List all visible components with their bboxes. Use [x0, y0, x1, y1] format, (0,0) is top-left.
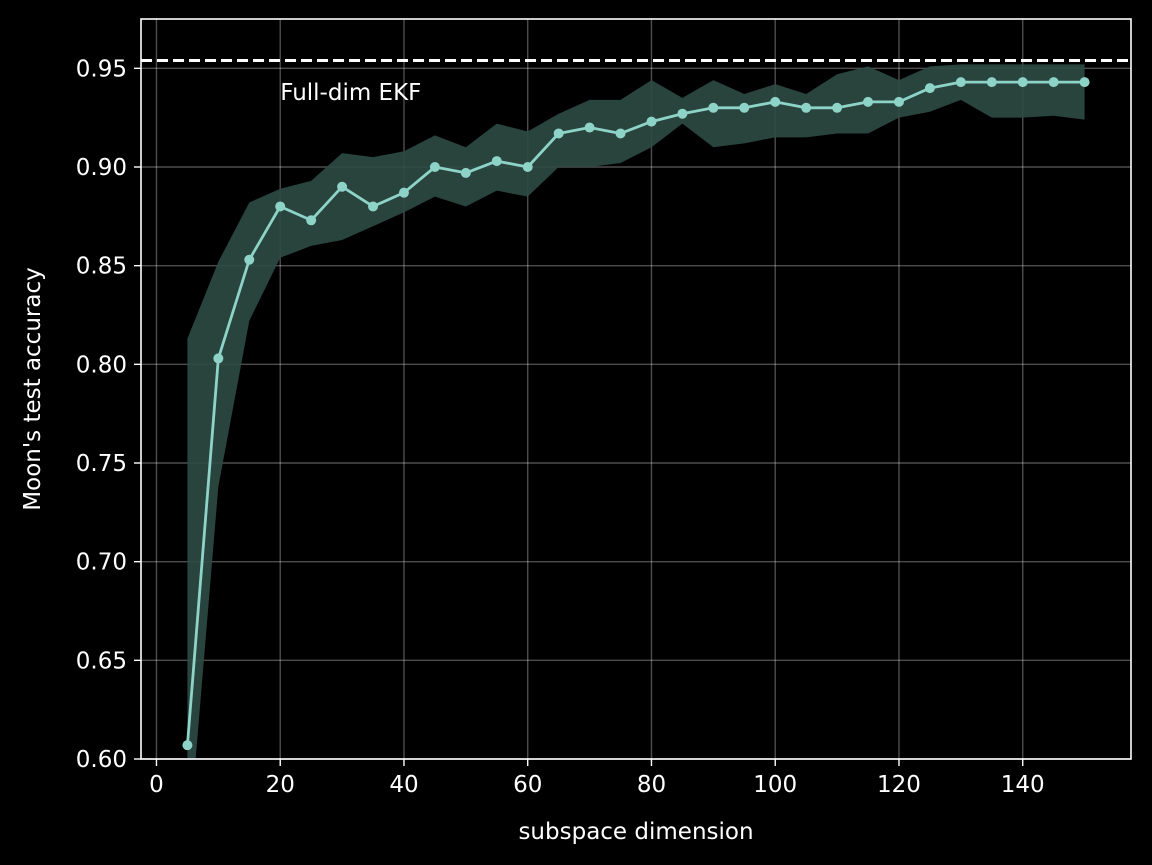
- y-tick-label: 0.80: [76, 352, 127, 378]
- data-point: [275, 201, 286, 212]
- data-point: [584, 122, 595, 133]
- y-tick-label: 0.95: [76, 56, 127, 82]
- y-axis-title: Moon's test accuracy: [20, 267, 46, 510]
- y-tick-label: 0.75: [76, 451, 127, 477]
- data-point: [491, 156, 502, 167]
- x-tick-label: 120: [877, 772, 921, 798]
- data-point: [924, 83, 935, 94]
- data-point: [646, 116, 657, 127]
- data-point: [213, 353, 224, 364]
- data-point: [801, 102, 812, 113]
- data-point: [986, 77, 997, 88]
- data-point: [306, 215, 317, 226]
- data-point: [429, 162, 440, 172]
- data-point: [708, 102, 719, 113]
- series-points-layer: [182, 77, 1090, 751]
- x-tick-label: 0: [149, 772, 164, 798]
- data-point: [368, 201, 379, 212]
- data-point: [522, 162, 533, 172]
- axis-ticks: 0 20 40 60 80 100 120 140 0.60 0.65 0.70 0.75 0.80 0.…: [76, 56, 1045, 798]
- x-axis-title: subspace dimension: [518, 819, 753, 845]
- data-point: [553, 128, 564, 139]
- y-tick-label: 0.90: [76, 155, 127, 181]
- y-tick-label: 0.70: [76, 550, 127, 576]
- series-line-layer: [186, 80, 1085, 746]
- y-tick-label: 0.85: [76, 254, 127, 280]
- data-point: [182, 740, 193, 751]
- data-point: [739, 102, 750, 113]
- y-tick-label: 0.65: [76, 648, 127, 674]
- x-tick-label: 140: [1001, 772, 1045, 798]
- data-point: [1017, 77, 1028, 88]
- x-tick-label: 20: [266, 772, 295, 798]
- data-point: [863, 96, 874, 107]
- data-point: [337, 181, 348, 192]
- x-tick-label: 80: [637, 772, 666, 798]
- series-line: [186, 80, 1085, 746]
- plot-frame: [140, 18, 1132, 760]
- reference-line-label: Full-dim EKF: [280, 80, 421, 106]
- data-point: [955, 77, 966, 88]
- data-point: [677, 108, 688, 119]
- y-tick-label: 0.60: [76, 747, 127, 773]
- data-point: [1079, 77, 1090, 88]
- data-point: [893, 96, 904, 107]
- data-point: [244, 254, 255, 265]
- data-point: [398, 187, 409, 198]
- x-tick-label: 60: [513, 772, 542, 798]
- data-point: [615, 128, 626, 139]
- x-tick-label: 100: [753, 772, 797, 798]
- data-point: [1048, 77, 1059, 88]
- x-tick-label: 40: [389, 772, 418, 798]
- data-point: [460, 167, 471, 178]
- data-point: [832, 102, 843, 113]
- data-point: [770, 96, 781, 107]
